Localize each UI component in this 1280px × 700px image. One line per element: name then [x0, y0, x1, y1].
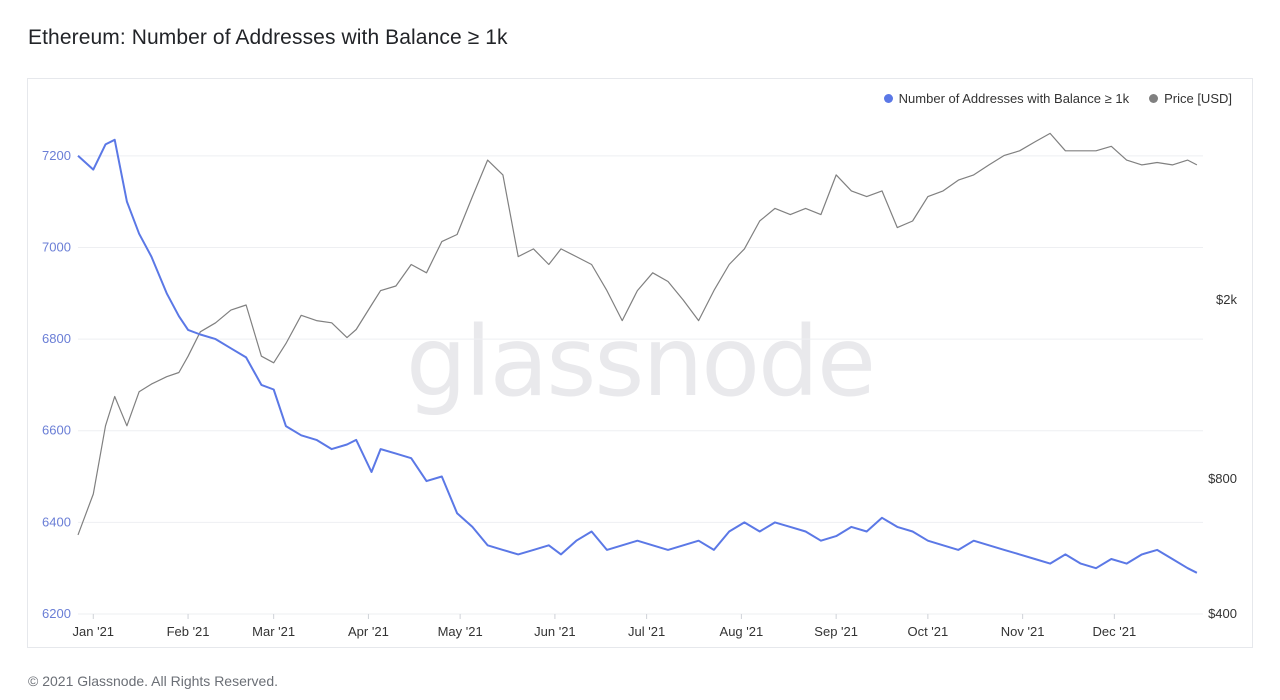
y-left-tick-label: 6600: [42, 423, 71, 438]
x-tick-label: Jan '21: [73, 624, 115, 639]
x-tick-label: Dec '21: [1093, 624, 1137, 639]
chart-frame: [27, 78, 1253, 648]
addresses-series-line: [77, 138, 1198, 574]
legend: Number of Addresses with Balance ≥ 1k Pr…: [883, 91, 1232, 106]
x-tick-label: Jul '21: [628, 624, 665, 639]
x-tick-label: Sep '21: [814, 624, 858, 639]
x-tick-label: Mar '21: [252, 624, 295, 639]
x-tick-label: May '21: [438, 624, 483, 639]
y-right-tick-label: $400: [1208, 606, 1237, 621]
legend-dot-icon: [883, 94, 893, 103]
y-right-tick-label: $800: [1208, 471, 1237, 486]
grid-lines: [78, 155, 1203, 615]
legend-dot-icon: [1149, 94, 1159, 103]
y-axis-left: 6200 6400 6600 6800 7000 7200: [42, 148, 71, 621]
x-tick-label: Apr '21: [348, 624, 389, 639]
legend-label: Price [USD]: [1164, 91, 1232, 106]
y-left-tick-label: 6400: [42, 514, 71, 529]
y-left-tick-label: 7200: [42, 148, 71, 163]
series-lines: [77, 132, 1198, 574]
y-left-tick-label: 7000: [42, 239, 71, 254]
y-right-tick-label: $2k: [1216, 292, 1237, 307]
y-left-tick-label: 6800: [42, 331, 71, 346]
x-axis: Jan '21 Feb '21 Mar '21 Apr '21 May '21 Jun '…: [73, 614, 1137, 639]
x-tick-label: Oct '21: [907, 624, 948, 639]
page-title: Ethereum: Number of Addresses with Balan…: [28, 26, 508, 49]
y-axis-right: $400 $800 $2k: [1208, 292, 1237, 621]
y-left-tick-label: 6200: [42, 606, 71, 621]
watermark: glassnode: [406, 306, 874, 418]
copyright-footer: © 2021 Glassnode. All Rights Reserved.: [28, 673, 279, 689]
legend-item-price[interactable]: Price [USD]: [1149, 91, 1232, 106]
legend-label: Number of Addresses with Balance ≥ 1k: [898, 91, 1130, 106]
x-tick-label: Feb '21: [167, 624, 210, 639]
x-tick-label: Nov '21: [1001, 624, 1045, 639]
legend-item-addresses[interactable]: Number of Addresses with Balance ≥ 1k: [883, 91, 1130, 106]
x-tick-label: Aug '21: [720, 624, 764, 639]
x-tick-label: Jun '21: [534, 624, 576, 639]
price-series-line: [77, 132, 1198, 536]
